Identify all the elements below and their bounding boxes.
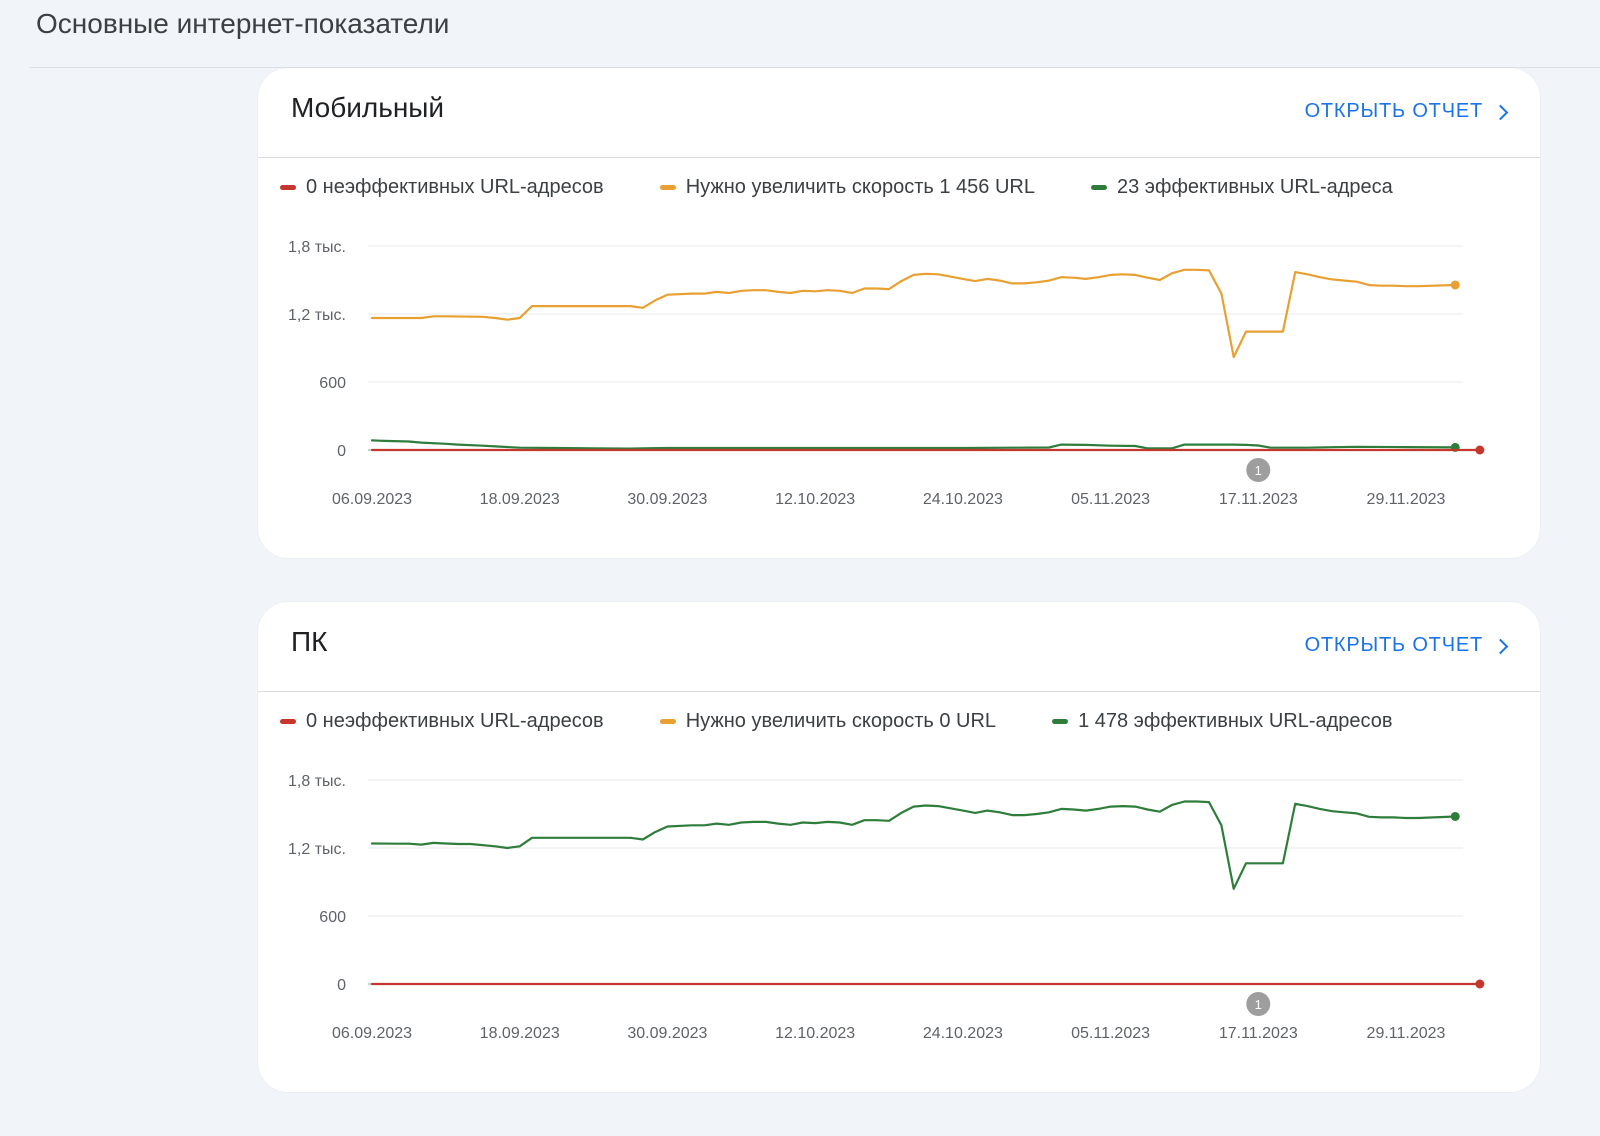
card-title: ПК bbox=[291, 626, 328, 657]
y-tick-label: 0 bbox=[337, 977, 346, 994]
chevron-right-icon bbox=[1492, 638, 1509, 654]
legend-label: Нужно увеличить скорость 1 456 URL bbox=[685, 176, 1035, 198]
legend-swatch bbox=[280, 185, 296, 190]
y-tick-label: 0 bbox=[337, 443, 346, 460]
annotation-marker[interactable]: 1 bbox=[1246, 458, 1271, 482]
card-divider bbox=[258, 691, 1540, 692]
open-report-label: Открыть отчет bbox=[1304, 634, 1483, 656]
annotation-label: 1 bbox=[1255, 463, 1262, 478]
series-end-point bbox=[1475, 445, 1485, 455]
chevron-right-icon bbox=[1492, 104, 1509, 120]
legend-label: 0 неэффективных URL-адресов bbox=[306, 176, 604, 198]
x-tick-label: 17.11.2023 bbox=[1219, 491, 1298, 508]
page-title: Основные интернет-показатели bbox=[36, 8, 450, 39]
legend-swatch bbox=[659, 185, 676, 190]
legend-swatch bbox=[1090, 185, 1107, 190]
y-tick-label: 1,2 тыс. bbox=[288, 841, 346, 858]
x-tick-label: 05.11.2023 bbox=[1071, 491, 1150, 508]
series-line bbox=[370, 439, 1457, 450]
x-tick-label: 18.09.2023 bbox=[480, 491, 560, 508]
annotation-circle bbox=[1246, 992, 1271, 1016]
series-end-point bbox=[1450, 811, 1460, 821]
title-divider bbox=[30, 67, 1600, 68]
x-tick-label: 30.09.2023 bbox=[627, 491, 707, 508]
x-tick-label: 24.10.2023 bbox=[923, 1025, 1003, 1042]
open-report-label: Открыть отчет bbox=[1304, 100, 1483, 122]
x-tick-label: 05.11.2023 bbox=[1071, 1025, 1150, 1042]
annotation-label: 1 bbox=[1255, 997, 1262, 1012]
legend-label: 0 неэффективных URL-адресов bbox=[306, 710, 604, 732]
legend-label: Нужно увеличить скорость 0 URL bbox=[685, 710, 997, 732]
legend-item-needs-improvement[interactable]: Нужно увеличить скорость 0 URL bbox=[659, 710, 997, 733]
y-tick-label: 600 bbox=[319, 375, 346, 392]
mobile-line-chart[interactable]: 1,8 тыс. 1,2 тыс. 600 0 06.09.2023 18.09.2023… bbox=[258, 218, 1540, 548]
series-end-point bbox=[1475, 979, 1485, 989]
x-tick-label: 12.10.2023 bbox=[775, 491, 855, 508]
legend-item-poor[interactable]: 0 неэффективных URL-адресов bbox=[280, 176, 604, 199]
pc-card: ПК Открыть отчет 0 неэффективных URL-адр… bbox=[258, 602, 1540, 1092]
x-tick-label: 12.10.2023 bbox=[775, 1025, 855, 1042]
legend-swatch bbox=[280, 719, 296, 724]
open-report-link[interactable]: Открыть отчет bbox=[1304, 634, 1509, 657]
x-tick-label: 24.10.2023 bbox=[923, 491, 1003, 508]
y-tick-label: 1,2 тыс. bbox=[288, 307, 346, 324]
legend-item-good[interactable]: 23 эффективных URL-адреса bbox=[1090, 176, 1393, 199]
series-line bbox=[370, 268, 1457, 359]
x-tick-label: 18.09.2023 bbox=[480, 1025, 560, 1042]
annotation-circle bbox=[1246, 458, 1271, 482]
x-tick-label: 29.11.2023 bbox=[1367, 1025, 1446, 1042]
x-tick-label: 30.09.2023 bbox=[627, 1025, 707, 1042]
x-tick-label: 29.11.2023 bbox=[1367, 491, 1446, 508]
legend-swatch bbox=[659, 719, 676, 724]
chart-legend: 0 неэффективных URL-адресов Нужно увелич… bbox=[280, 176, 1449, 199]
chart-legend: 0 неэффективных URL-адресов Нужно увелич… bbox=[280, 710, 1449, 733]
x-tick-label: 06.09.2023 bbox=[332, 491, 412, 508]
series-line bbox=[370, 800, 1457, 890]
x-tick-label: 17.11.2023 bbox=[1219, 1025, 1298, 1042]
mobile-card: Мобильный Открыть отчет 0 неэффективных … bbox=[258, 68, 1540, 558]
pc-line-chart[interactable]: 1,8 тыс. 1,2 тыс. 600 0 06.09.2023 18.09.2023… bbox=[258, 752, 1540, 1082]
annotation-marker[interactable]: 1 bbox=[1246, 992, 1271, 1016]
y-tick-label: 1,8 тыс. bbox=[288, 239, 346, 256]
card-divider bbox=[258, 157, 1540, 158]
legend-label: 23 эффективных URL-адреса bbox=[1116, 176, 1393, 198]
y-tick-label: 1,8 тыс. bbox=[288, 773, 346, 790]
y-tick-label: 600 bbox=[319, 909, 346, 926]
x-tick-label: 06.09.2023 bbox=[332, 1025, 412, 1042]
legend-swatch bbox=[1052, 719, 1069, 724]
legend-item-needs-improvement[interactable]: Нужно увеличить скорость 1 456 URL bbox=[659, 176, 1035, 199]
legend-label: 1 478 эффективных URL-адресов bbox=[1078, 710, 1393, 732]
series-end-point bbox=[1450, 280, 1460, 290]
open-report-link[interactable]: Открыть отчет bbox=[1304, 100, 1509, 123]
legend-item-poor[interactable]: 0 неэффективных URL-адресов bbox=[280, 710, 604, 733]
legend-item-good[interactable]: 1 478 эффективных URL-адресов bbox=[1052, 710, 1393, 733]
card-title: Мобильный bbox=[291, 92, 445, 123]
